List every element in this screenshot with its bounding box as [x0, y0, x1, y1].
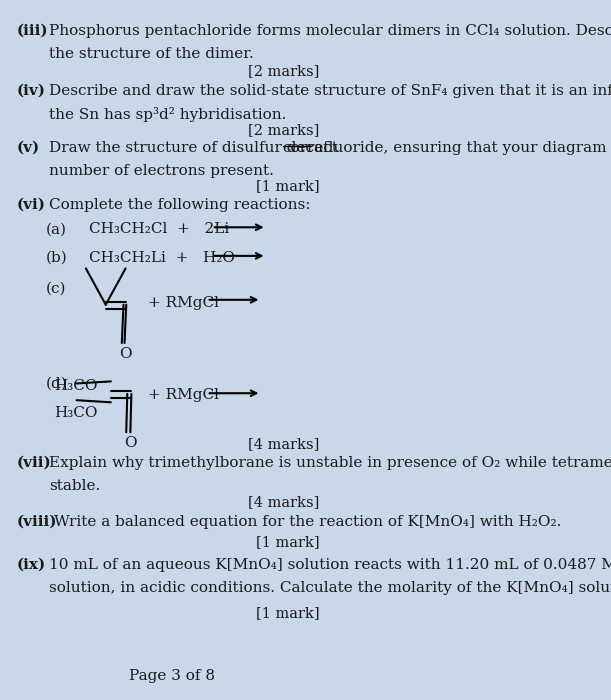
Text: [4 marks]: [4 marks]: [248, 495, 320, 509]
Text: (d): (d): [46, 377, 68, 391]
Text: Describe and draw the solid-state structure of SnF₄ given that it is an infinite: Describe and draw the solid-state struct…: [49, 84, 611, 98]
Text: (iii): (iii): [16, 24, 48, 38]
Text: number of electrons present.: number of electrons present.: [49, 164, 274, 178]
Text: Complete the following reactions:: Complete the following reactions:: [49, 198, 311, 212]
Text: stable.: stable.: [49, 479, 101, 493]
Text: (c): (c): [46, 281, 67, 295]
Text: 10 mL of an aqueous K[MnO₄] solution reacts with 11.20 mL of 0.0487 M H₂O₂: 10 mL of an aqueous K[MnO₄] solution rea…: [49, 558, 611, 572]
Text: CH₃CH₂Li  +   H₂O: CH₃CH₂Li + H₂O: [89, 251, 235, 265]
Text: + RMgCl: + RMgCl: [148, 295, 219, 309]
Text: the Sn has sp³d² hybridisation.: the Sn has sp³d² hybridisation.: [49, 106, 287, 122]
Text: (vi): (vi): [16, 198, 46, 212]
Text: O: O: [124, 436, 136, 450]
Text: + RMgCl: + RMgCl: [148, 389, 219, 402]
Text: (iv): (iv): [16, 84, 46, 98]
Text: Draw the structure of disulfur decafluoride, ensuring that your diagram has the: Draw the structure of disulfur decafluor…: [49, 141, 611, 155]
Text: Write a balanced equation for the reaction of K[MnO₄] with H₂O₂.: Write a balanced equation for the reacti…: [54, 514, 562, 528]
Text: Explain why trimethylborane is unstable in presence of O₂ while tetramethylsilan: Explain why trimethylborane is unstable …: [49, 456, 611, 470]
Text: H₃CO: H₃CO: [54, 379, 98, 393]
Text: (v): (v): [16, 141, 40, 155]
Text: (ix): (ix): [16, 558, 46, 572]
Text: Phosphorus pentachloride forms molecular dimers in CCl₄ solution. Describe and d: Phosphorus pentachloride forms molecular…: [49, 24, 611, 38]
Text: [1 mark]: [1 mark]: [256, 536, 320, 550]
Text: (a): (a): [46, 223, 67, 237]
Text: [2 marks]: [2 marks]: [248, 123, 320, 137]
Text: [1 mark]: [1 mark]: [256, 607, 320, 621]
Text: [1 mark]: [1 mark]: [256, 179, 320, 193]
Text: O: O: [119, 346, 132, 360]
Text: (viii): (viii): [16, 514, 57, 528]
Text: correct: correct: [282, 141, 338, 155]
Text: H₃CO: H₃CO: [54, 406, 98, 420]
Text: [4 marks]: [4 marks]: [248, 438, 320, 452]
Text: [2 marks]: [2 marks]: [248, 64, 320, 78]
Text: (b): (b): [46, 251, 68, 265]
Text: Page 3 of 8: Page 3 of 8: [130, 669, 216, 683]
Text: (vii): (vii): [16, 456, 51, 470]
Text: the structure of the dimer.: the structure of the dimer.: [49, 47, 254, 61]
Text: CH₃CH₂Cl  +   2Li: CH₃CH₂Cl + 2Li: [89, 223, 229, 237]
Text: solution, in acidic conditions. Calculate the molarity of the K[MnO₄] solution.: solution, in acidic conditions. Calculat…: [49, 581, 611, 595]
